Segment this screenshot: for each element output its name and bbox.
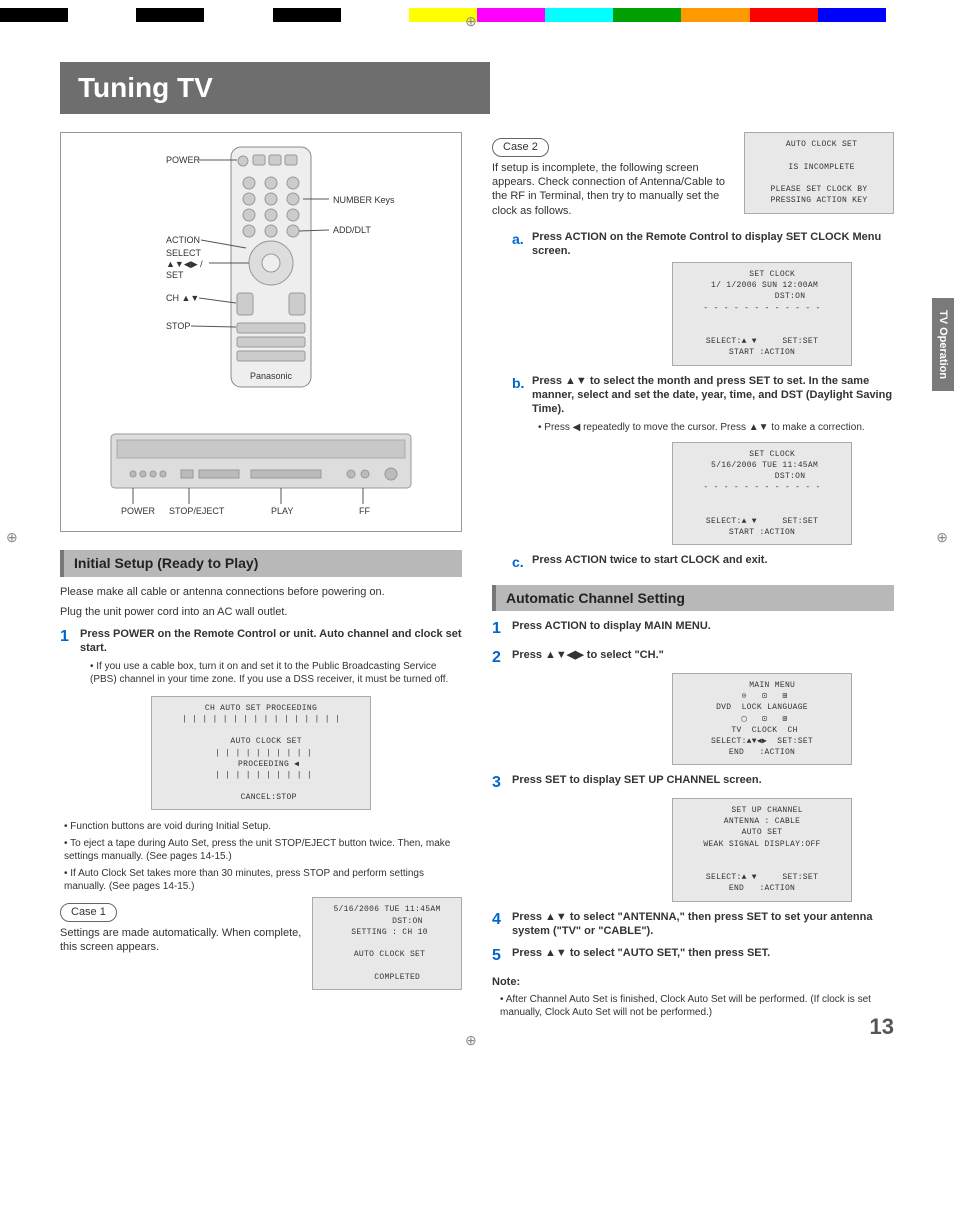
- step-1-number: 1: [60, 627, 80, 690]
- color-calibration-bar: [0, 8, 954, 22]
- osd-main-menu: MAIN MENU ⊙ ⊡ ⊞ DVD LOCK LANGUAGE ▢ ⊡ ⊞ …: [672, 673, 852, 765]
- side-tab: TV Operation: [932, 298, 954, 391]
- step-b-text: Press ▲▼ to select the month and press S…: [532, 375, 892, 416]
- case-2-label: Case 2: [492, 138, 549, 156]
- svg-text:PLAY: PLAY: [271, 506, 293, 516]
- step-b-sub: Press ◀ repeatedly to move the cursor. P…: [532, 421, 894, 434]
- osd-case2: AUTO CLOCK SET IS INCOMPLETE PLEASE SET …: [744, 132, 894, 213]
- osd-auto-set: CH AUTO SET PROCEEDING | | | | | | | | |…: [151, 696, 371, 811]
- step-1-sub: If you use a cable box, turn it on and s…: [80, 660, 462, 686]
- svg-text:FF: FF: [359, 506, 370, 516]
- reg-mid-left: ⊕: [6, 528, 18, 546]
- s2-step4: Press ▲▼ to select "ANTENNA," then press…: [512, 911, 872, 937]
- intro-text-2: Plug the unit power cord into an AC wall…: [60, 605, 462, 619]
- svg-text:SELECT: SELECT: [166, 248, 202, 258]
- intro-text-1: Please make all cable or antenna connect…: [60, 585, 462, 599]
- remote-diagram: Panasonic POWER ACTION SELECT ▲▼◀▶ / SET…: [60, 132, 462, 532]
- step-c-text: Press ACTION twice to start CLOCK and ex…: [532, 554, 768, 566]
- info-bullet: Function buttons are void during Initial…: [60, 820, 462, 833]
- case-1-label: Case 1: [60, 903, 117, 921]
- osd-set-clock-b: SET CLOCK 5/16/2006 TUE 11:45AM DST:ON -…: [672, 442, 852, 546]
- svg-text:SET: SET: [166, 270, 184, 280]
- reg-mid-right: ⊕: [936, 528, 948, 546]
- s2-step1: Press ACTION to display MAIN MENU.: [512, 620, 711, 632]
- svg-text:STOP/EJECT: STOP/EJECT: [169, 506, 225, 516]
- step-b-label: b.: [512, 374, 532, 438]
- step-c-label: c.: [512, 553, 532, 571]
- info-bullet: If Auto Clock Set takes more than 30 min…: [60, 867, 462, 893]
- s2-step3-num: 3: [492, 773, 512, 794]
- svg-text:ADD/DLT: ADD/DLT: [333, 225, 371, 235]
- step-1-text: Press POWER on the Remote Control or uni…: [80, 628, 462, 654]
- s2-step5-num: 5: [492, 946, 512, 967]
- s2-step3: Press SET to display SET UP CHANNEL scre…: [512, 774, 762, 786]
- s2-step5: Press ▲▼ to select "AUTO SET," then pres…: [512, 947, 770, 959]
- svg-text:Panasonic: Panasonic: [250, 371, 293, 381]
- s2-step2-num: 2: [492, 648, 512, 669]
- reg-bot-center: ⊕: [465, 1031, 477, 1049]
- svg-text:STOP: STOP: [166, 321, 190, 331]
- page-title: Tuning TV: [60, 62, 490, 114]
- info-bullet: To eject a tape during Auto Set, press t…: [60, 837, 462, 863]
- left-column: Panasonic POWER ACTION SELECT ▲▼◀▶ / SET…: [60, 132, 462, 1023]
- svg-text:CH ▲▼: CH ▲▼: [166, 293, 199, 303]
- s2-step2: Press ▲▼◀▶ to select "CH.": [512, 649, 664, 661]
- svg-text:POWER: POWER: [166, 155, 201, 165]
- section-initial-setup: Initial Setup (Ready to Play): [60, 550, 462, 576]
- svg-text:NUMBER Keys: NUMBER Keys: [333, 195, 395, 205]
- step-a-text: Press ACTION on the Remote Control to di…: [532, 231, 881, 257]
- page-number: 13: [870, 1013, 894, 1042]
- svg-text:POWER: POWER: [121, 506, 156, 516]
- note-text: After Channel Auto Set is finished, Cloc…: [492, 993, 894, 1019]
- osd-case1: 5/16/2006 TUE 11:45AM DST:ON SETTING : C…: [312, 897, 462, 989]
- right-column: AUTO CLOCK SET IS INCOMPLETE PLEASE SET …: [492, 132, 894, 1023]
- osd-setup-channel: SET UP CHANNEL ANTENNA : CABLE AUTO SET …: [672, 798, 852, 902]
- note-label: Note:: [492, 975, 894, 989]
- svg-text:▲▼◀▶ /: ▲▼◀▶ /: [166, 259, 203, 269]
- s2-step4-num: 4: [492, 910, 512, 939]
- step-a-label: a.: [512, 230, 532, 259]
- s2-step1-num: 1: [492, 619, 512, 640]
- svg-text:ACTION: ACTION: [166, 235, 200, 245]
- section-auto-channel: Automatic Channel Setting: [492, 585, 894, 611]
- osd-set-clock-a: SET CLOCK 1/ 1/2006 SUN 12:00AM DST:ON -…: [672, 262, 852, 366]
- reg-top-center: ⊕: [465, 12, 477, 30]
